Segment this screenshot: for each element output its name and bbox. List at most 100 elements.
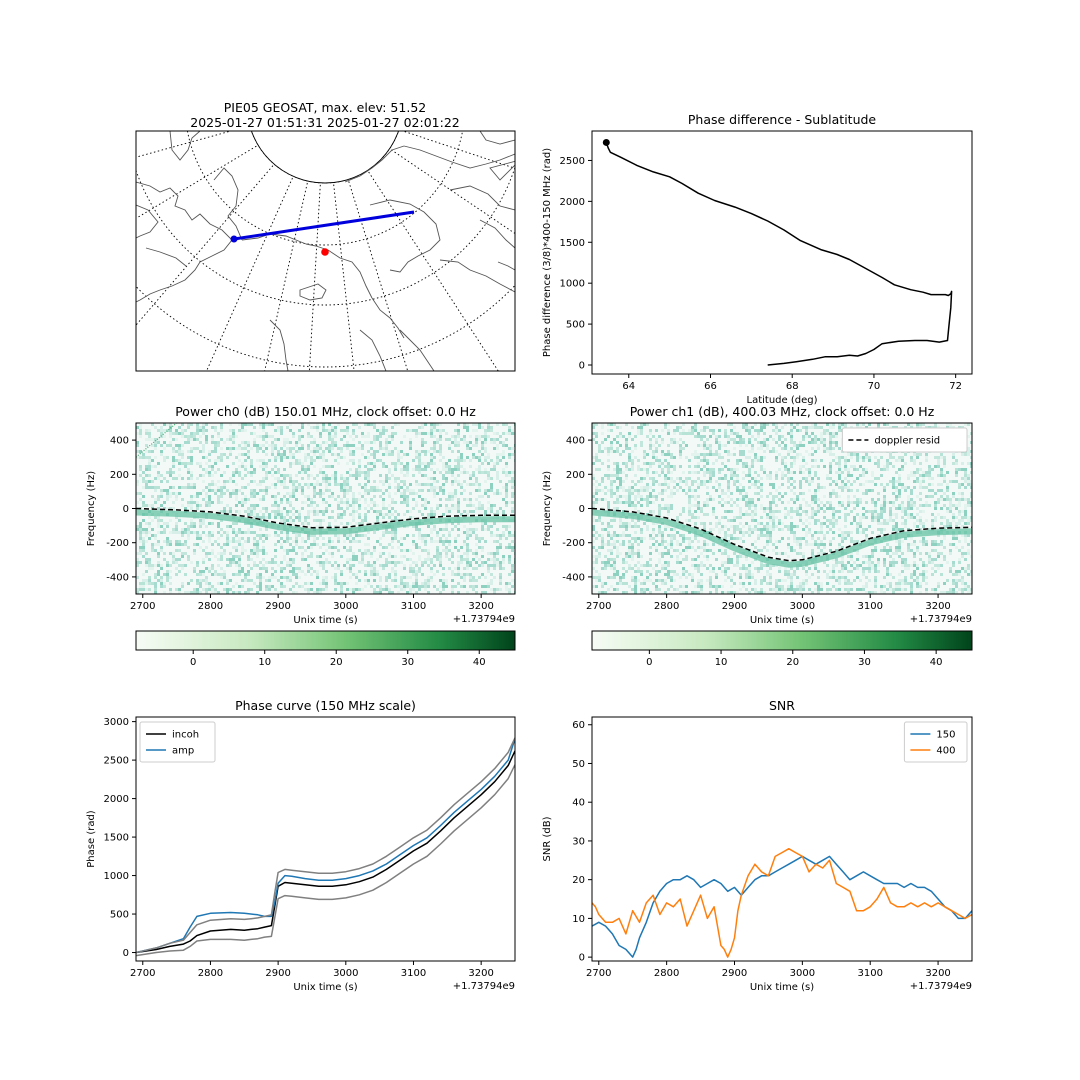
- heatmap-cell: [175, 528, 178, 531]
- heatmap-cell: [169, 471, 172, 474]
- heatmap-cell: [439, 453, 442, 456]
- heatmap-cell: [697, 471, 700, 474]
- heatmap-cell: [352, 501, 355, 504]
- heatmap-cell: [265, 492, 268, 495]
- heatmap-cell: [277, 468, 280, 471]
- heatmap-cell: [439, 504, 442, 507]
- heatmap-cell: [451, 483, 454, 486]
- heatmap-cell: [946, 498, 949, 501]
- heatmap-cell: [199, 474, 202, 477]
- heatmap-cell: [229, 480, 232, 483]
- heatmap-cell: [400, 579, 403, 582]
- heatmap-cell: [700, 459, 703, 462]
- heatmap-cell: [334, 582, 337, 585]
- heatmap-cell: [766, 438, 769, 441]
- heatmap-cell: [367, 462, 370, 465]
- heatmap-cell: [964, 480, 967, 483]
- heatmap-cell: [163, 501, 166, 504]
- heatmap-cell: [172, 561, 175, 564]
- heatmap-cell: [463, 498, 466, 501]
- heatmap-cell: [394, 477, 397, 480]
- heatmap-cell: [880, 504, 883, 507]
- heatmap-cell: [970, 495, 972, 498]
- heatmap-cell: [295, 582, 298, 585]
- heatmap-cell: [373, 438, 376, 441]
- heatmap-cell: [607, 504, 610, 507]
- heatmap-cell: [175, 429, 178, 432]
- heatmap-cell: [943, 504, 946, 507]
- heatmap-cell: [205, 468, 208, 471]
- heatmap-cell: [301, 537, 304, 540]
- heatmap-cell: [223, 543, 226, 546]
- heatmap-cell: [418, 450, 421, 453]
- heatmap-cell: [391, 474, 394, 477]
- heatmap-cell: [196, 537, 199, 540]
- heatmap-cell: [709, 447, 712, 450]
- heatmap-cell: [403, 555, 406, 558]
- heatmap-cell: [376, 516, 379, 519]
- heatmap-cell: [202, 519, 205, 522]
- heatmap-cell: [376, 591, 379, 594]
- heatmap-cell: [190, 507, 193, 510]
- heatmap-cell: [355, 423, 358, 426]
- heatmap-cell: [283, 567, 286, 570]
- heatmap-cell: [781, 462, 784, 465]
- heatmap-cell: [709, 474, 712, 477]
- heatmap-cell: [325, 441, 328, 444]
- heatmap-cell: [736, 489, 739, 492]
- heatmap-cell: [313, 441, 316, 444]
- heatmap-cell: [676, 441, 679, 444]
- heatmap-cell: [418, 588, 421, 591]
- heatmap-cell: [715, 450, 718, 453]
- heatmap-cell: [385, 558, 388, 561]
- heatmap-cell: [502, 444, 505, 447]
- heatmap-cell: [169, 564, 172, 567]
- heatmap-cell: [274, 498, 277, 501]
- heatmap-cell: [772, 423, 775, 426]
- heatmap-cell: [238, 561, 241, 564]
- heatmap-cell: [688, 519, 691, 522]
- heatmap-cell: [385, 489, 388, 492]
- heatmap-cell: [484, 435, 487, 438]
- heatmap-cell: [304, 501, 307, 504]
- heatmap-cell: [628, 492, 631, 495]
- heatmap-cell: [211, 564, 214, 567]
- heatmap-cell: [163, 522, 166, 525]
- heatmap-cell: [511, 570, 514, 573]
- heatmap-cell: [433, 486, 436, 489]
- heatmap-cell: [328, 552, 331, 555]
- heatmap-cell: [331, 477, 334, 480]
- heatmap-cell: [406, 549, 409, 552]
- heatmap-cell: [280, 585, 283, 588]
- heatmap-cell: [379, 537, 382, 540]
- heatmap-cell: [445, 585, 448, 588]
- heatmap-cell: [463, 468, 466, 471]
- heatmap-cell: [205, 486, 208, 489]
- heatmap-cell: [889, 519, 892, 522]
- heatmap-cell: [397, 450, 400, 453]
- heatmap-cell: [403, 474, 406, 477]
- heatmap-cell: [895, 480, 898, 483]
- heatmap-cell: [349, 450, 352, 453]
- heatmap-cell: [184, 531, 187, 534]
- heatmap-cell: [502, 423, 505, 426]
- heatmap-cell: [799, 516, 802, 519]
- heatmap-cell: [406, 558, 409, 561]
- heatmap-cell: [331, 444, 334, 447]
- heatmap-cell: [229, 495, 232, 498]
- heatmap-cell: [643, 423, 646, 426]
- heatmap-cell: [253, 432, 256, 435]
- heatmap-cell: [751, 447, 754, 450]
- heatmap-cell: [463, 576, 466, 579]
- heatmap-cell: [187, 486, 190, 489]
- heatmap-cell: [211, 438, 214, 441]
- heatmap-cell: [211, 489, 214, 492]
- heatmap-cell: [853, 468, 856, 471]
- heatmap-cell: [919, 516, 922, 519]
- heatmap-cell: [433, 426, 436, 429]
- heatmap-cell: [814, 459, 817, 462]
- heatmap-cell: [508, 426, 511, 429]
- heatmap-cell: [970, 510, 972, 513]
- heatmap-cell: [217, 498, 220, 501]
- heatmap-cell: [448, 498, 451, 501]
